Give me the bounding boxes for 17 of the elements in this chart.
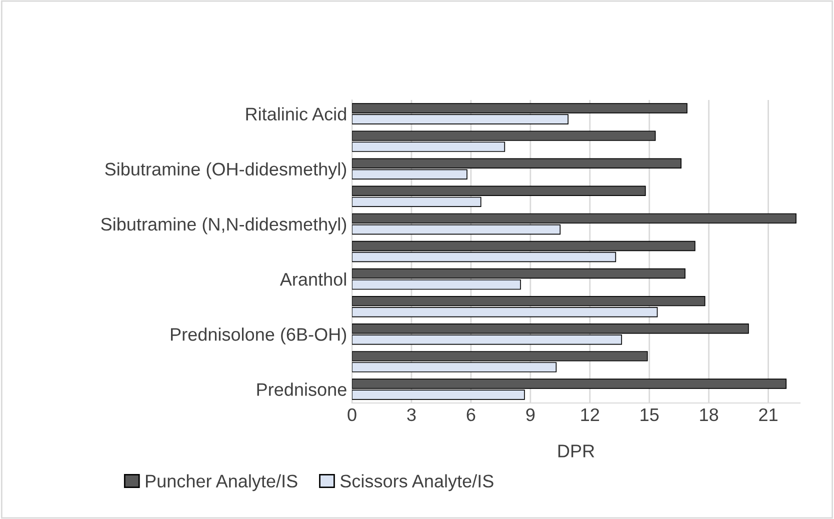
y-tick-label: Prednisolone (6B-OH): [171, 328, 346, 344]
x-tick-label: 21: [759, 408, 778, 421]
x-tick-label: 12: [581, 408, 600, 421]
legend-label: Puncher Analyte/IS: [146, 474, 298, 492]
x-tick-label: 9: [526, 408, 535, 422]
y-tick-label: Sibutramine (OH-didesmethyl): [105, 162, 346, 180]
legend-label: Scissors Analyte/IS: [340, 474, 494, 492]
y-tick-label: Prednisone: [257, 382, 346, 396]
x-tick-label: 6: [466, 408, 476, 422]
y-tick-label: Aranthol: [280, 272, 346, 286]
x-tick-label: 0: [348, 408, 356, 422]
y-tick-label: Ritalinic Acid: [246, 107, 346, 120]
x-tick-label: 18: [700, 408, 718, 422]
x-tick-label: 15: [640, 408, 659, 422]
x-axis-title: DPR: [558, 444, 594, 458]
x-tick-label: 3: [407, 408, 416, 422]
y-tick-label: Sibutramine (N,N-didesmethyl): [101, 217, 346, 234]
